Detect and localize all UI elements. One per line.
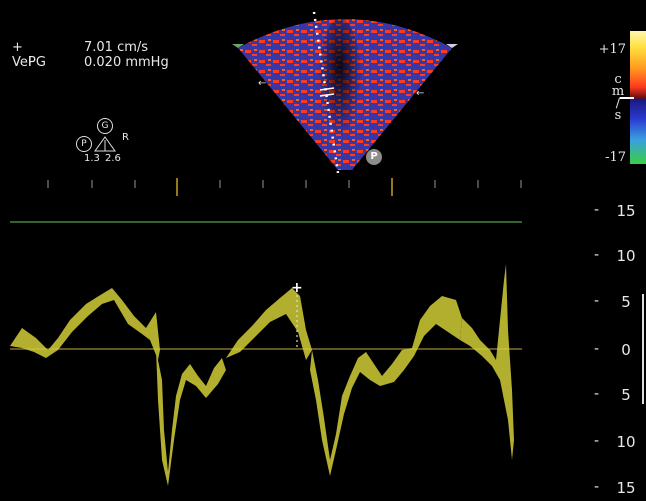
scale-label: 5	[621, 386, 631, 404]
color-bar-unit: c m / s	[611, 72, 625, 123]
velocity-label: + Vel	[12, 40, 32, 70]
unit-char: m	[611, 84, 625, 99]
gate-symbol-icon: G	[97, 118, 113, 134]
sector-position-marker: P	[366, 149, 382, 165]
scale-tick: -	[594, 247, 600, 263]
scale-label: 0	[621, 341, 631, 359]
scale-tick: -	[594, 386, 600, 402]
velocity-color-bar	[620, 31, 646, 164]
scale-label: 10	[616, 247, 636, 265]
pressure-gradient-label: PG	[28, 55, 46, 70]
unit-char: c	[614, 72, 622, 87]
svg-text:←: ←	[416, 88, 424, 99]
scale-tick: -	[594, 293, 600, 309]
probe-value-right: 2.6	[105, 153, 121, 164]
spectral-doppler-trace: +	[10, 221, 522, 486]
caliper-cross-icon[interactable]: +	[291, 280, 303, 296]
color-doppler-sector: ← ←	[232, 11, 458, 174]
scale-indicator-bar	[642, 294, 644, 404]
color-bar-min: -17	[605, 150, 626, 165]
unit-char: /	[615, 96, 621, 111]
probe-value-left: 1.3	[84, 153, 100, 164]
scale-label: 10	[616, 433, 636, 451]
time-ticks	[47, 178, 522, 196]
svg-text:←: ←	[258, 78, 266, 89]
probe-symbol-icon: P	[76, 136, 92, 152]
scale-label: 15	[616, 202, 636, 220]
scale-label: 15	[616, 479, 636, 497]
scale-tick: -	[594, 341, 600, 357]
scale-label: 5	[621, 293, 631, 311]
probe-right-label: R	[122, 132, 129, 143]
scale-tick: -	[594, 433, 600, 449]
scale-tick: -	[594, 479, 600, 495]
doppler-envelope	[10, 264, 514, 486]
triangle-icon	[94, 136, 116, 152]
scale-tick: -	[594, 202, 600, 218]
velocity-value: 7.01 cm/s	[84, 40, 149, 55]
color-bar-max: +17	[598, 42, 626, 57]
probe-orientation-marker: G P R 1.3 2.6	[72, 118, 142, 168]
pressure-gradient-value: 0.020 mmHg	[84, 55, 169, 70]
unit-char: s	[614, 108, 622, 123]
